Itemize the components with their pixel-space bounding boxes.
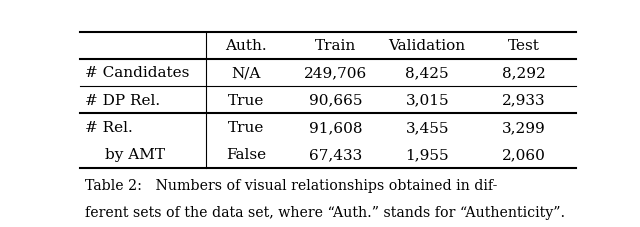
Text: 8,425: 8,425 [405, 66, 449, 80]
Text: True: True [228, 120, 264, 134]
Text: ferent sets of the data set, where “Auth.” stands for “Authenticity”.: ferent sets of the data set, where “Auth… [85, 205, 565, 219]
Text: Auth.: Auth. [225, 39, 267, 53]
Text: 67,433: 67,433 [309, 147, 362, 161]
Text: Test: Test [508, 39, 540, 53]
Text: Train: Train [315, 39, 356, 53]
Text: True: True [228, 93, 264, 107]
Text: 3,015: 3,015 [405, 93, 449, 107]
Text: Table 2:   Numbers of visual relationships obtained in dif-: Table 2: Numbers of visual relationships… [85, 178, 497, 192]
Text: 3,299: 3,299 [502, 120, 546, 134]
Text: Validation: Validation [388, 39, 466, 53]
Text: 3,455: 3,455 [406, 120, 449, 134]
Text: N/A: N/A [232, 66, 261, 80]
Text: # Candidates: # Candidates [85, 66, 189, 80]
Text: 8,292: 8,292 [502, 66, 546, 80]
Text: # Rel.: # Rel. [85, 120, 132, 134]
Text: by AMT: by AMT [105, 147, 165, 161]
Text: 90,665: 90,665 [308, 93, 362, 107]
Text: # DP Rel.: # DP Rel. [85, 93, 160, 107]
Text: 1,955: 1,955 [405, 147, 449, 161]
Text: False: False [226, 147, 266, 161]
Text: 91,608: 91,608 [308, 120, 362, 134]
Text: 249,706: 249,706 [304, 66, 367, 80]
Text: 2,933: 2,933 [502, 93, 546, 107]
Text: 2,060: 2,060 [502, 147, 546, 161]
